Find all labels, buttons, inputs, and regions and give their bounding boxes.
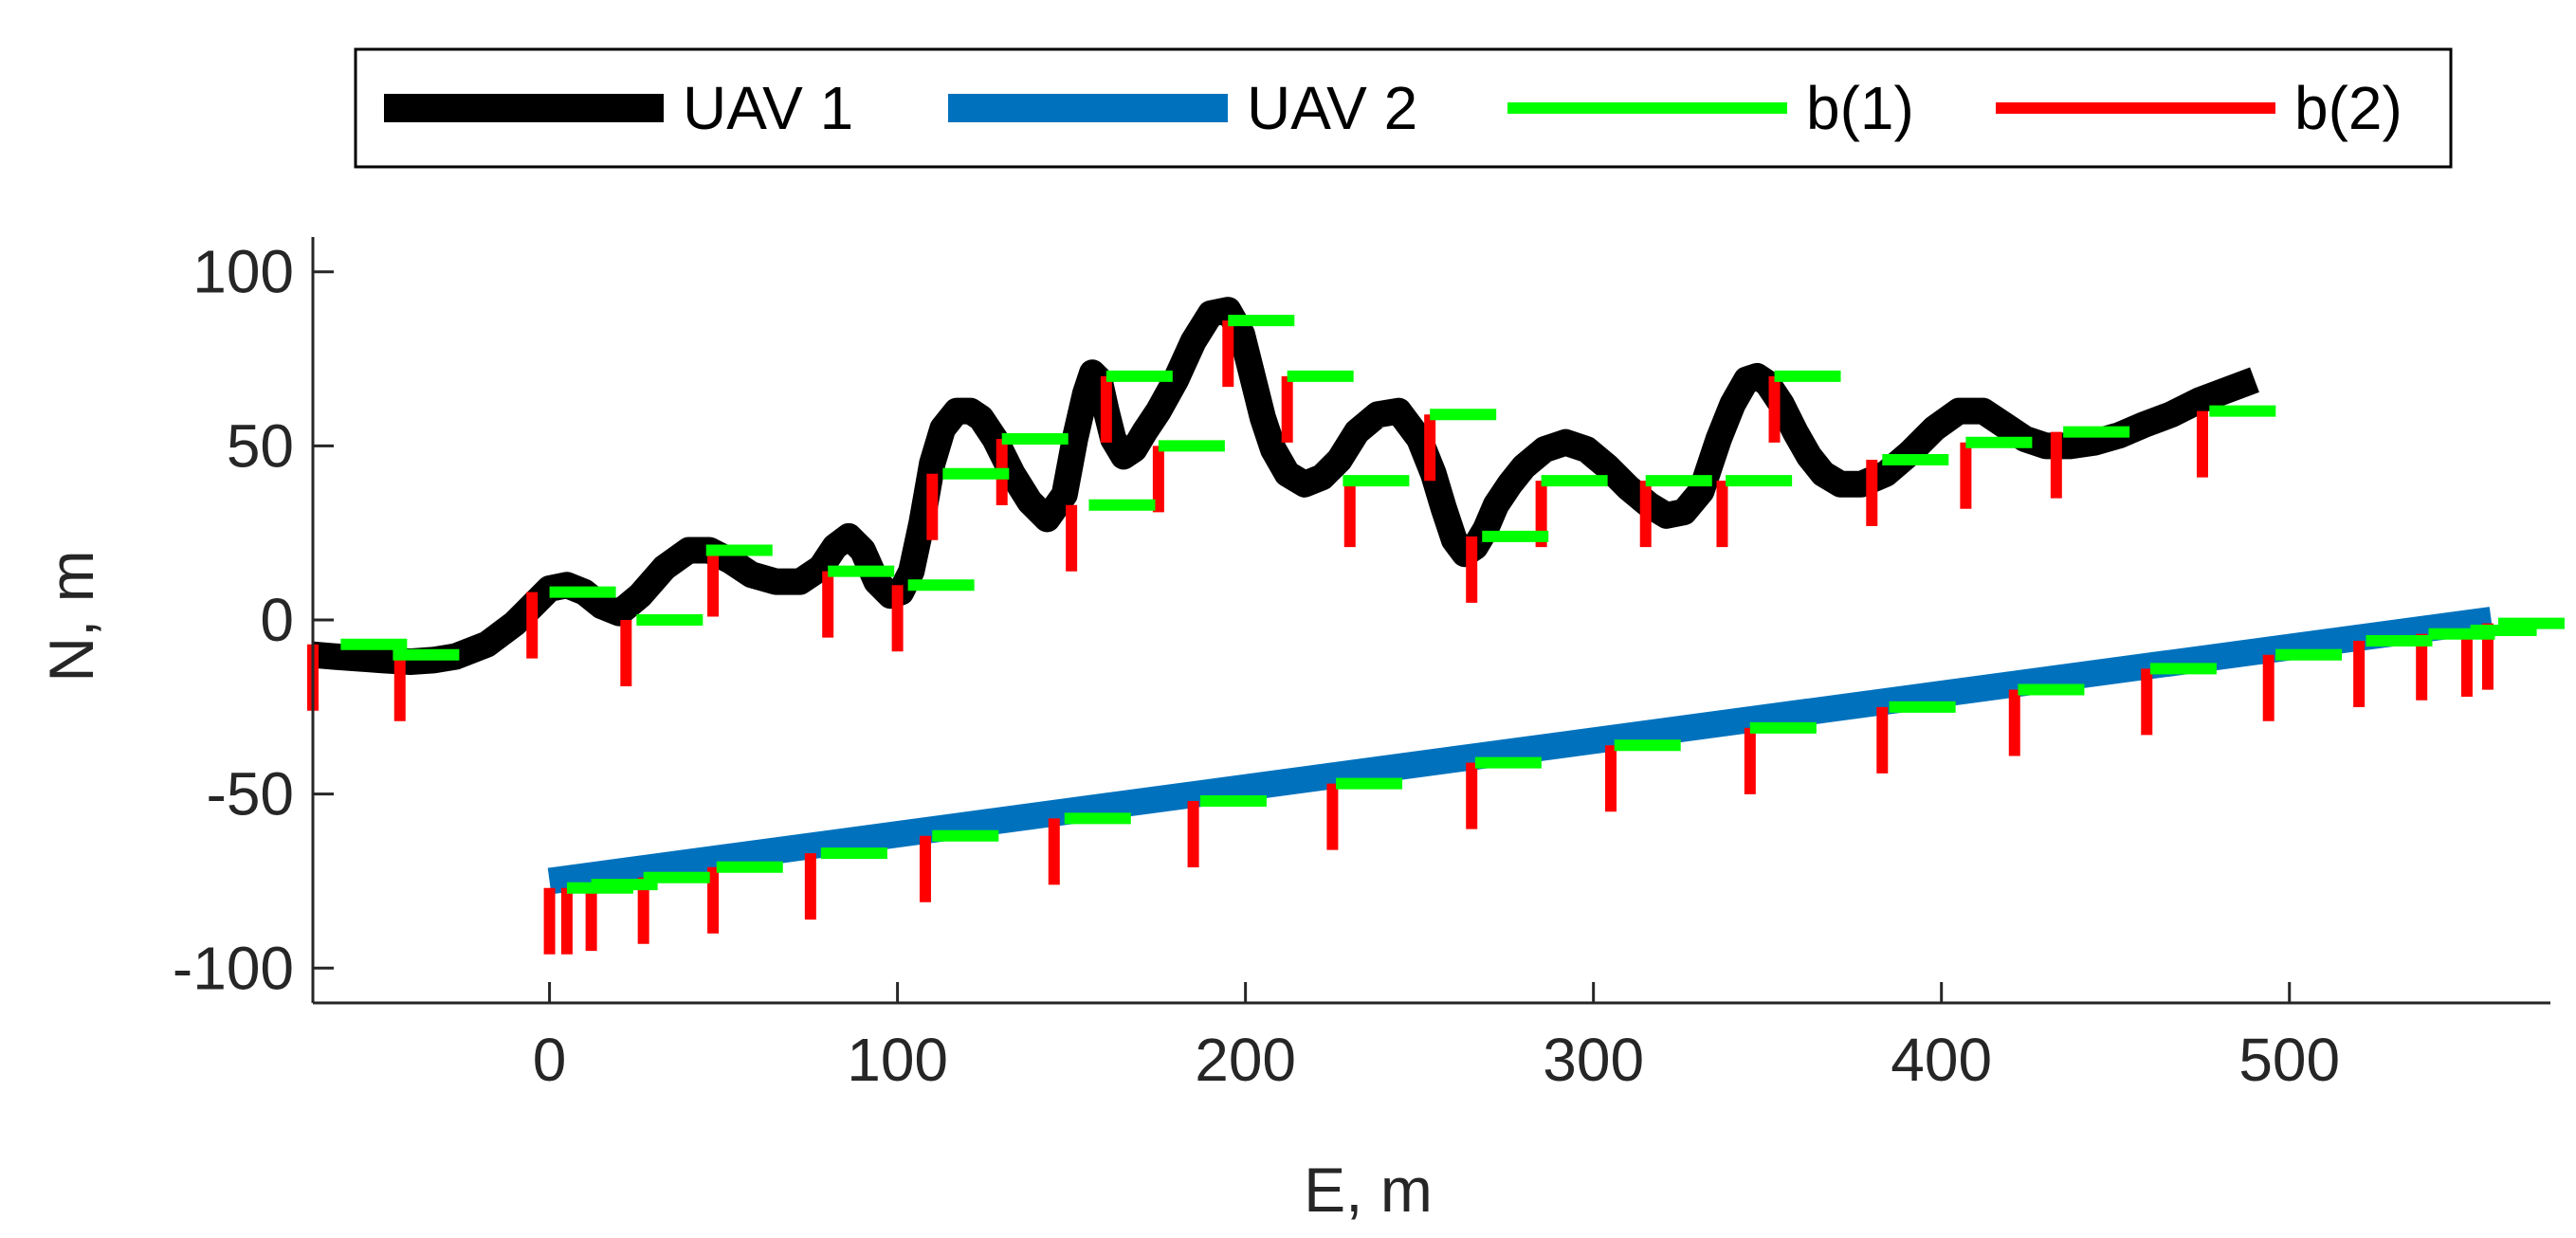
axes: 0 100 200 300 400 500 -100 -50 0 50 100 (173, 237, 2550, 1094)
y-tick-label: 100 (192, 238, 294, 306)
legend-label-uav2: UAV 2 (1247, 74, 1417, 142)
y-tick-label: -100 (173, 934, 294, 1002)
y-tick-label: 50 (227, 411, 294, 480)
x-tick-label: 400 (1891, 1026, 1992, 1094)
legend-label-b2: b(2) (2294, 74, 2402, 142)
x-tick-label: 100 (847, 1026, 948, 1094)
y-tick-label: 0 (260, 586, 294, 654)
legend: UAV 1 UAV 2 b(1) b(2) (354, 47, 2453, 169)
series-uav2-line (547, 607, 2494, 895)
x-axis-label: E, m (1304, 1155, 1433, 1225)
y-tick-label: -50 (207, 760, 295, 828)
x-tick-label: 300 (1543, 1026, 1644, 1094)
x-tick-label: 0 (533, 1026, 567, 1094)
y-axis-label: N, m (36, 550, 106, 682)
legend-label-uav1: UAV 1 (683, 74, 853, 142)
series-uav1-line (311, 297, 2259, 676)
legend-label-b1: b(1) (1806, 74, 1914, 142)
x-tick-label: 200 (1195, 1026, 1296, 1094)
plot-area (307, 297, 2565, 955)
x-tick-label: 500 (2238, 1026, 2340, 1094)
